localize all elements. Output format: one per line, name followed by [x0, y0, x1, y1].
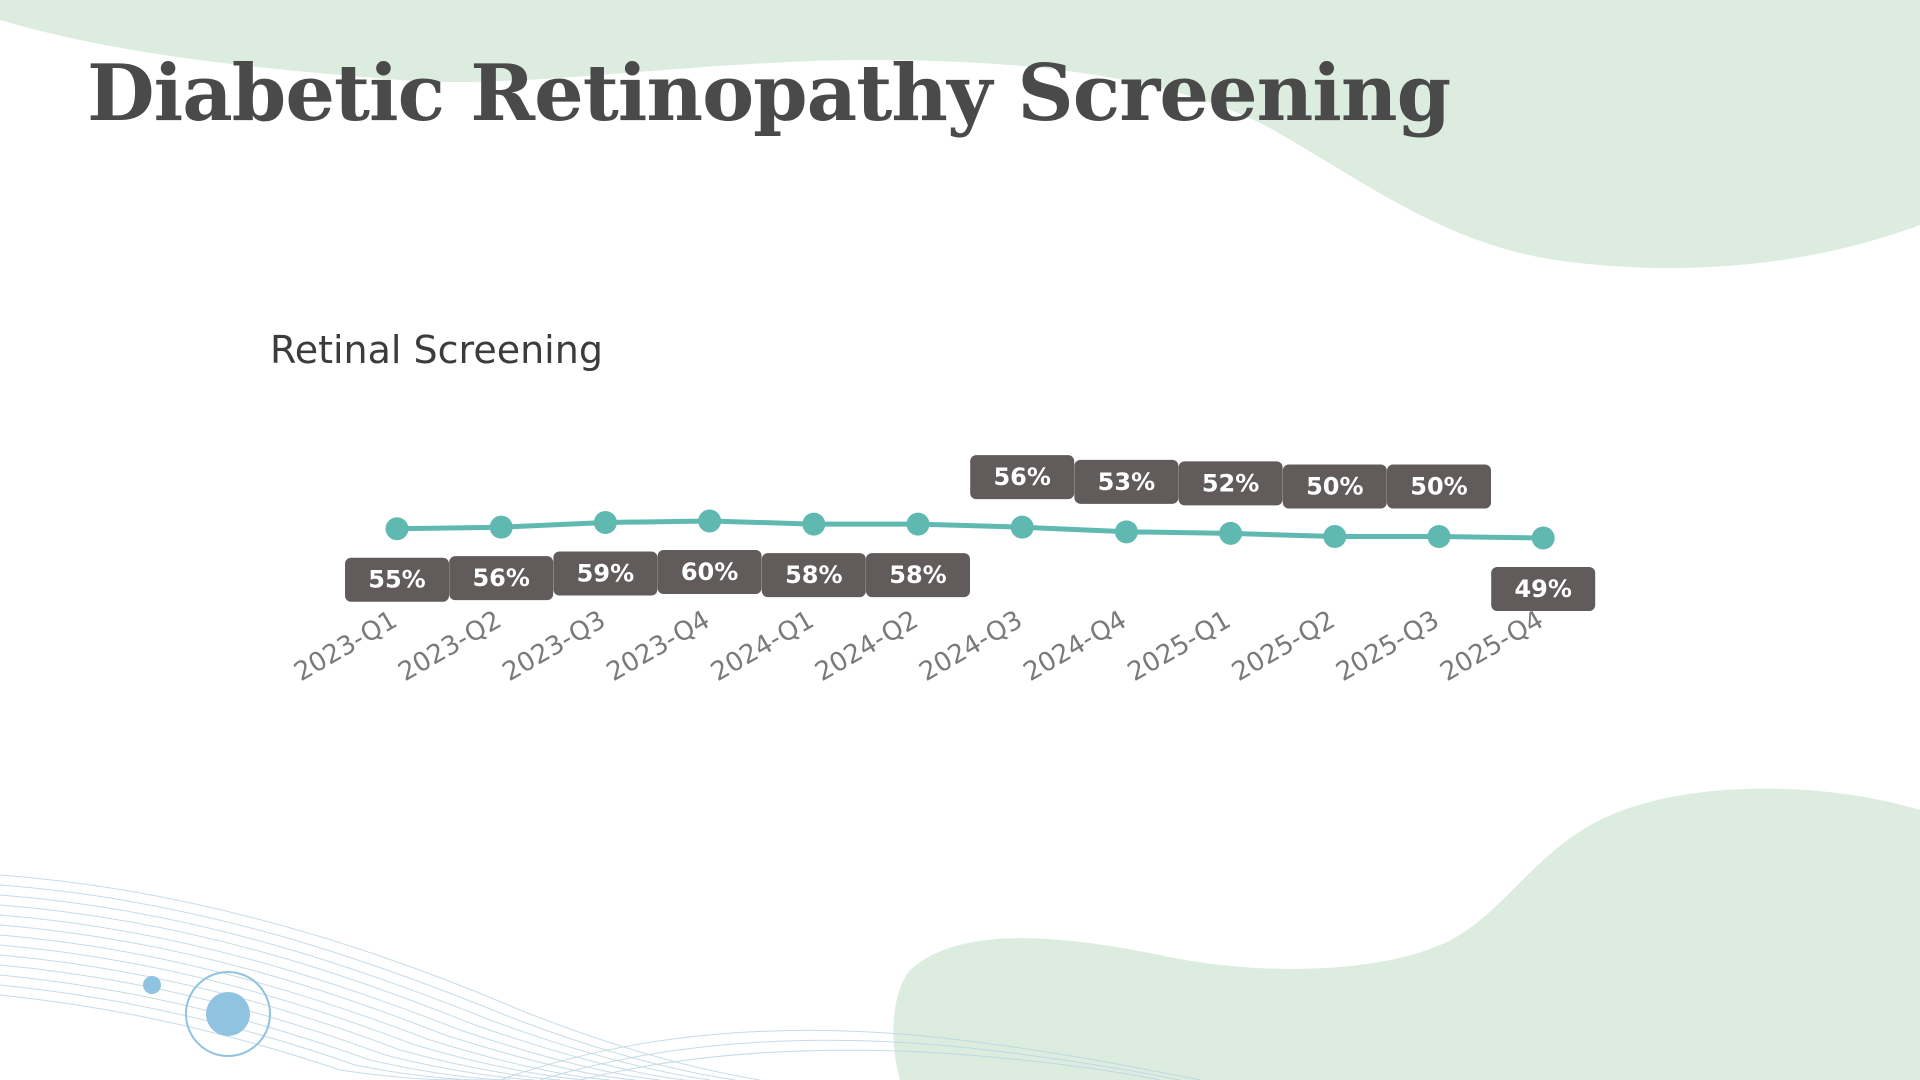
data-label-box: [1282, 464, 1387, 509]
ring-decoration: [185, 971, 271, 1057]
data-label-box: [449, 556, 554, 601]
small-dot-decoration: [143, 976, 161, 994]
data-label: 58%: [889, 561, 946, 589]
data-point: [802, 512, 826, 536]
data-label-box: [1178, 461, 1283, 506]
x-tick-label: 2024-Q2: [810, 605, 923, 688]
x-tick-label: 2024-Q1: [706, 605, 819, 688]
x-tick-label: 2025-Q2: [1227, 605, 1340, 688]
x-tick-label: 2023-Q2: [393, 605, 506, 688]
data-point: [1323, 524, 1347, 548]
data-label: 56%: [993, 463, 1050, 491]
data-label-box: [553, 551, 658, 596]
x-tick-label: 2025-Q3: [1331, 605, 1444, 688]
data-point: [1219, 521, 1243, 545]
data-label-box: [1491, 567, 1596, 611]
data-point: [1427, 524, 1451, 548]
x-tick-label: 2023-Q4: [602, 605, 715, 688]
x-tick-label: 2023-Q3: [498, 605, 611, 688]
bottom-left-wave-lines: [0, 874, 1201, 1080]
chart-title: Retinal Screening: [270, 328, 603, 372]
x-tick-label: 2023-Q1: [289, 605, 402, 688]
data-label: 58%: [785, 561, 842, 589]
data-label-box: [1387, 464, 1491, 509]
data-label-box: [657, 550, 762, 594]
x-tick-label: 2024-Q3: [914, 605, 1027, 688]
data-label-box: [345, 557, 449, 602]
data-label-box: [970, 455, 1075, 500]
data-point: [1114, 520, 1138, 544]
filled-circle-decoration: [206, 992, 250, 1036]
data-point: [698, 509, 722, 533]
data-label: 50%: [1410, 472, 1467, 500]
data-label: 52%: [1202, 469, 1259, 497]
series-line: [394, 518, 1546, 541]
data-label-box: [1074, 459, 1179, 504]
data-label-box: [866, 553, 970, 598]
data-point: [1531, 526, 1555, 550]
data-label: 50%: [1306, 472, 1363, 500]
x-tick-label: 2024-Q4: [1019, 605, 1132, 688]
data-label: 49%: [1514, 575, 1571, 603]
data-label: 60%: [681, 558, 738, 586]
page-title: Diabetic Retinopathy Screening: [87, 48, 1451, 139]
x-tick-label: 2025-Q1: [1123, 605, 1236, 688]
data-label-box: [761, 553, 866, 598]
data-point: [1010, 515, 1034, 539]
data-point: [489, 515, 513, 539]
x-tick-label: 2025-Q4: [1435, 605, 1548, 688]
data-label: 53%: [1098, 468, 1155, 496]
data-label: 55%: [368, 566, 425, 594]
bottom-right-blob-shape: [893, 788, 1920, 1080]
data-point: [593, 511, 617, 535]
top-wave-shape: [0, 0, 1920, 269]
data-label: 56%: [472, 564, 529, 592]
data-point: [385, 517, 409, 541]
data-label: 59%: [577, 560, 634, 588]
data-point: [906, 512, 930, 536]
